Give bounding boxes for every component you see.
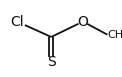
Text: S: S — [47, 55, 56, 69]
Text: O: O — [77, 15, 88, 29]
Text: CH3: CH3 — [107, 30, 122, 40]
Text: Cl: Cl — [10, 15, 24, 29]
